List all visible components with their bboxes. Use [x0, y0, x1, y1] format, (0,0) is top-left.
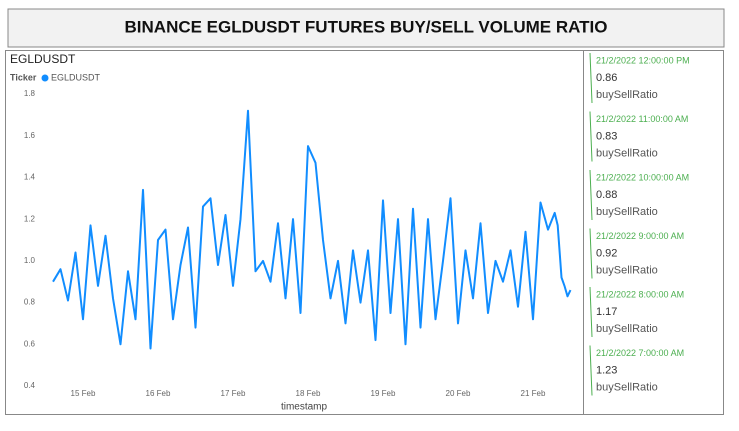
card-label: buySellRatio — [596, 89, 658, 101]
header-title: BINANCE EGLDUSDT FUTURES BUY/SELL VOLUME… — [125, 17, 608, 36]
x-tick-label: 16 Feb — [146, 389, 171, 398]
card-label: buySellRatio — [596, 206, 658, 218]
cards-panel — [583, 50, 724, 415]
header-box — [7, 8, 725, 48]
legend-title: Ticker — [10, 72, 37, 82]
y-tick-label: 0.8 — [24, 298, 36, 307]
series-line — [52, 109, 572, 350]
x-tick-label: 19 Feb — [371, 389, 396, 398]
card-value: 0.86 — [596, 72, 617, 84]
card-label: buySellRatio — [596, 264, 658, 276]
card-timestamp: 21/2/2022 7:00:00 AM — [596, 348, 684, 358]
chart-title: EGLDUSDT — [10, 52, 76, 66]
y-tick-label: 1.0 — [24, 256, 36, 265]
y-tick-label: 1.2 — [24, 214, 36, 223]
legend-label: EGLDUSDT — [51, 72, 101, 82]
y-tick-label: 0.4 — [24, 381, 36, 390]
y-tick-label: 1.8 — [24, 89, 36, 98]
y-tick-label: 0.6 — [24, 339, 36, 348]
card-separator — [589, 345, 593, 396]
legend-marker — [41, 74, 49, 82]
card-timestamp: 21/2/2022 12:00:00 PM — [596, 55, 690, 65]
x-tick-label: 20 Feb — [446, 389, 471, 398]
card-value: 1.23 — [596, 364, 617, 376]
card-value: 1.17 — [596, 306, 617, 318]
x-axis-label: timestamp — [281, 402, 328, 413]
x-tick-label: 17 Feb — [221, 389, 246, 398]
card-timestamp: 21/2/2022 11:00:00 AM — [596, 114, 688, 124]
x-tick-label: 15 Feb — [71, 389, 96, 398]
y-tick-label: 1.4 — [24, 173, 36, 182]
card-timestamp: 21/2/2022 8:00:00 AM — [596, 289, 684, 299]
card-label: buySellRatio — [596, 323, 658, 335]
card-separator — [589, 286, 593, 338]
card-separator — [589, 228, 593, 279]
x-tick-label: 18 Feb — [296, 389, 321, 398]
card-value: 0.92 — [596, 247, 617, 259]
card-timestamp: 21/2/2022 10:00:00 AM — [596, 172, 689, 182]
card-separator — [589, 111, 593, 162]
x-tick-label: 21 Feb — [521, 389, 546, 398]
card-separator — [589, 52, 593, 104]
card-label: buySellRatio — [596, 147, 658, 159]
card-value: 0.83 — [596, 130, 617, 142]
card-timestamp: 21/2/2022 9:00:00 AM — [596, 231, 684, 241]
card-value: 0.88 — [596, 189, 617, 201]
card-label: buySellRatio — [596, 381, 658, 393]
y-tick-label: 1.6 — [24, 131, 36, 140]
card-separator — [589, 169, 593, 221]
